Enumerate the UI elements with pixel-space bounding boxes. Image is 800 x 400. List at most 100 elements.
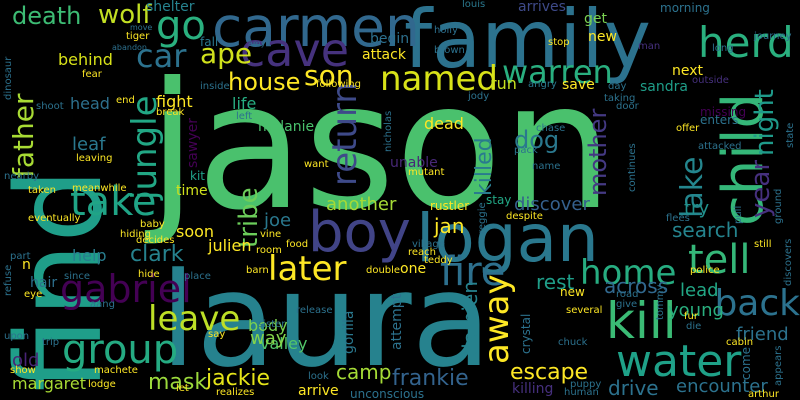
word-stay: stay — [486, 193, 512, 207]
word-drive: drive — [608, 376, 659, 400]
word-continues: continues — [627, 143, 638, 192]
word-pull: pull — [733, 205, 744, 224]
word-attacked: attacked — [698, 141, 742, 152]
word-dinosaur: dinosaur — [3, 56, 14, 100]
word-village: village — [412, 239, 445, 250]
word-escape: escape — [510, 360, 589, 385]
word-sawyer: sawyer — [185, 118, 201, 168]
word-home: home — [580, 253, 677, 293]
word-vine: vine — [260, 229, 282, 240]
word-louis: louis — [462, 0, 486, 10]
word-end: end — [116, 95, 135, 106]
word-later: later — [268, 249, 347, 289]
word-lodge: lodge — [88, 379, 116, 390]
word-come: come — [739, 346, 753, 380]
word-arthur: arthur — [748, 389, 779, 400]
word-valley: valley — [260, 334, 308, 353]
word-gabriel: gabriel — [60, 267, 192, 311]
word-camp: camp — [336, 360, 392, 384]
word-missing: missing — [700, 105, 747, 119]
word-double: double — [366, 265, 401, 276]
word-eye: eye — [24, 289, 43, 300]
word-melanie: melanie — [258, 119, 315, 135]
word-unconscious: unconscious — [350, 387, 425, 400]
word-one: one — [400, 261, 427, 277]
word-ape: ape — [200, 37, 253, 70]
word-frankie: frankie — [392, 366, 469, 391]
word-nearby: nearby — [4, 171, 39, 182]
word-cave: cave — [240, 23, 350, 77]
word-hide: hide — [138, 269, 160, 280]
word-break: break — [156, 107, 185, 118]
word-want: want — [304, 159, 329, 170]
word-friend: friend — [736, 324, 789, 345]
word-try: try — [684, 198, 710, 219]
word-say: say — [208, 329, 226, 340]
word-wolf: wolf — [98, 0, 152, 30]
word-dead: dead — [424, 114, 464, 133]
word-gorilla: gorilla — [341, 310, 357, 354]
word-dog: dog — [514, 126, 560, 154]
word-hiding: hiding — [120, 229, 151, 240]
word-machete: machete — [94, 365, 138, 376]
word-carmen: carmen — [212, 0, 420, 59]
word-house: house — [228, 68, 301, 96]
word-stop: stop — [548, 37, 570, 48]
word-journey: journey — [754, 31, 792, 42]
word-puppy: puppy — [570, 379, 602, 390]
word-sandra: sandra — [640, 79, 688, 95]
word-day: day — [608, 81, 627, 92]
word-fur: fur — [684, 311, 698, 322]
word-leaf: leaf — [72, 134, 106, 155]
word-group: group — [62, 327, 179, 373]
word-clark: clark — [130, 242, 184, 267]
word-inside: inside — [200, 81, 230, 92]
word-meanwhile: meanwhile — [72, 183, 127, 194]
word-state: state — [785, 122, 796, 148]
word-fear: fear — [82, 69, 102, 80]
word-fire: fire — [440, 249, 506, 295]
word-unable: unable — [390, 155, 438, 171]
word-give: give — [616, 299, 638, 310]
word-n: n — [22, 257, 31, 273]
word-angry: angry — [528, 79, 557, 90]
word-mutant: mutant — [408, 167, 445, 178]
word-trip: trip — [42, 337, 60, 348]
word-save: save — [562, 77, 595, 93]
word-human: human — [564, 387, 599, 398]
word-chase: chase — [536, 123, 566, 134]
word-flees: flees — [666, 213, 690, 224]
word-run: run — [490, 74, 517, 93]
word-mother: mother — [584, 108, 612, 196]
word-water: water — [616, 336, 742, 387]
word-encounter: encounter — [676, 376, 768, 397]
word-nicholas: nicholas — [383, 110, 394, 152]
word-abandon: abandon — [112, 43, 147, 52]
word-search: search — [672, 218, 739, 242]
word-young: young — [668, 300, 724, 321]
word-next: next — [672, 63, 704, 79]
word-joe: joe — [264, 210, 292, 231]
word-die: die — [686, 321, 702, 332]
word-baby: baby — [140, 219, 165, 230]
word-rest: rest — [536, 270, 575, 294]
word-leaving: leaving — [76, 153, 113, 164]
word-appears: appears — [773, 345, 784, 386]
word-road: road — [616, 289, 639, 300]
word-damien: damien — [458, 281, 482, 356]
word-realizes: realizes — [216, 387, 255, 398]
word-jan: jan — [434, 214, 465, 238]
word-refuse: refuse — [3, 264, 14, 296]
word-shelter: shelter — [146, 0, 195, 15]
word-warren: warren — [502, 53, 613, 91]
word-reach: reach — [408, 247, 437, 258]
word-outside: outside — [692, 75, 729, 86]
word-upon: upon — [4, 331, 30, 342]
word-cabin: cabin — [726, 337, 754, 348]
word-name: name — [532, 161, 561, 172]
word-mask: mask — [148, 370, 208, 395]
word-life: life — [232, 94, 257, 113]
word-reggie: reggie — [477, 202, 488, 234]
word-crystal: crystal — [519, 313, 533, 354]
word-herd: herd — [698, 18, 794, 67]
